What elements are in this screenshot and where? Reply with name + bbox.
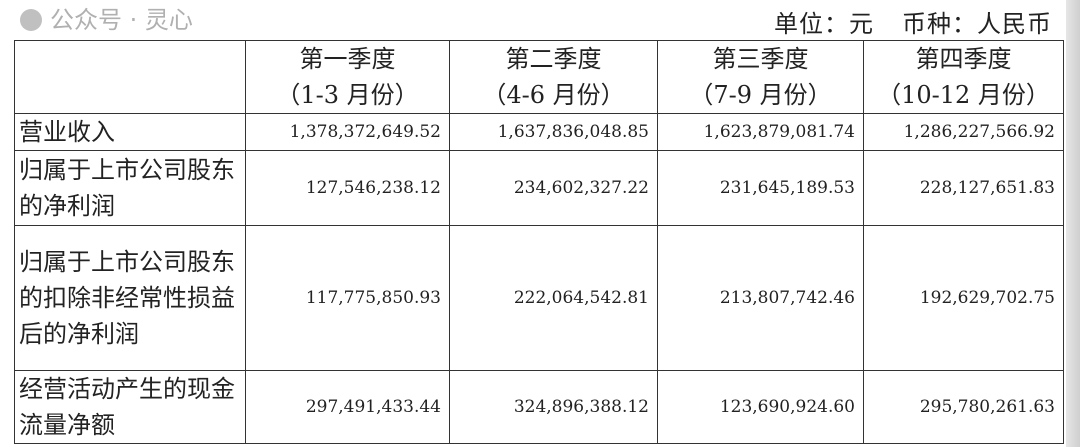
header-q1-title: 第一季度 [299,45,396,73]
wechat-icon [20,9,42,31]
cell-value: 1,286,227,566.92 [863,113,1064,151]
header-q1-months: （1-3 月份） [276,81,419,109]
quarterly-financial-table: 第一季度 （1-3 月份） 第二季度 （4-6 月份） 第三季度 （7-9 月份） 第… [14,40,1064,444]
cell-value: 295,780,261.63 [863,370,1064,444]
cell-value: 222,064,542.81 [449,225,658,371]
cell-value: 234,602,327.22 [449,150,658,226]
cell-value: 1,378,372,649.52 [245,113,450,151]
table-row: 归属于上市公司股东的净利润 127,546,238.12 234,602,327… [14,150,1064,226]
header-q2-title: 第二季度 [505,45,602,73]
row-label: 经营活动产生的现金流量净额 [14,370,246,444]
table-row: 经营活动产生的现金流量净额 297,491,433.44 324,896,388… [14,370,1064,444]
cell-value: 213,807,742.46 [657,225,864,371]
header-row: 第一季度 （1-3 月份） 第二季度 （4-6 月份） 第三季度 （7-9 月份） 第… [14,40,1064,114]
header-q4-months: （10-12 月份） [877,81,1050,109]
cell-value: 228,127,651.83 [863,150,1064,226]
table-row: 营业收入 1,378,372,649.52 1,637,836,048.85 1… [14,113,1064,151]
cell-value: 127,546,238.12 [245,150,450,226]
header-q1: 第一季度 （1-3 月份） [245,40,450,114]
header-q2-months: （4-6 月份） [482,81,625,109]
cell-value: 123,690,924.60 [657,370,864,444]
row-label: 归属于上市公司股东的扣除非经常性损益后的净利润 [14,225,246,371]
header-q3: 第三季度 （7-9 月份） [657,40,864,114]
row-label: 归属于上市公司股东的净利润 [14,150,246,226]
cell-value: 231,645,189.53 [657,150,864,226]
page-edge [1066,0,1080,447]
cell-value: 1,637,836,048.85 [449,113,658,151]
header-q2: 第二季度 （4-6 月份） [449,40,658,114]
currency-label: 币种：人民币 [902,10,1052,38]
cell-value: 1,623,879,081.74 [657,113,864,151]
header-q4: 第四季度 （10-12 月份） [863,40,1064,114]
header-q3-title: 第三季度 [712,45,809,73]
watermark: 公众号 · 灵心 [20,6,193,34]
header-empty [14,40,246,114]
unit-note: 单位：元 币种：人民币 [746,4,1052,39]
cell-value: 324,896,388.12 [449,370,658,444]
cell-value: 117,775,850.93 [245,225,450,371]
header-q4-title: 第四季度 [915,45,1012,73]
cell-value: 192,629,702.75 [863,225,1064,371]
unit-label: 单位：元 [774,10,874,38]
cell-value: 297,491,433.44 [245,370,450,444]
watermark-text: 公众号 · 灵心 [50,6,193,34]
table-row: 归属于上市公司股东的扣除非经常性损益后的净利润 117,775,850.93 2… [14,225,1064,371]
row-label: 营业收入 [14,113,246,151]
header-q3-months: （7-9 月份） [689,81,832,109]
